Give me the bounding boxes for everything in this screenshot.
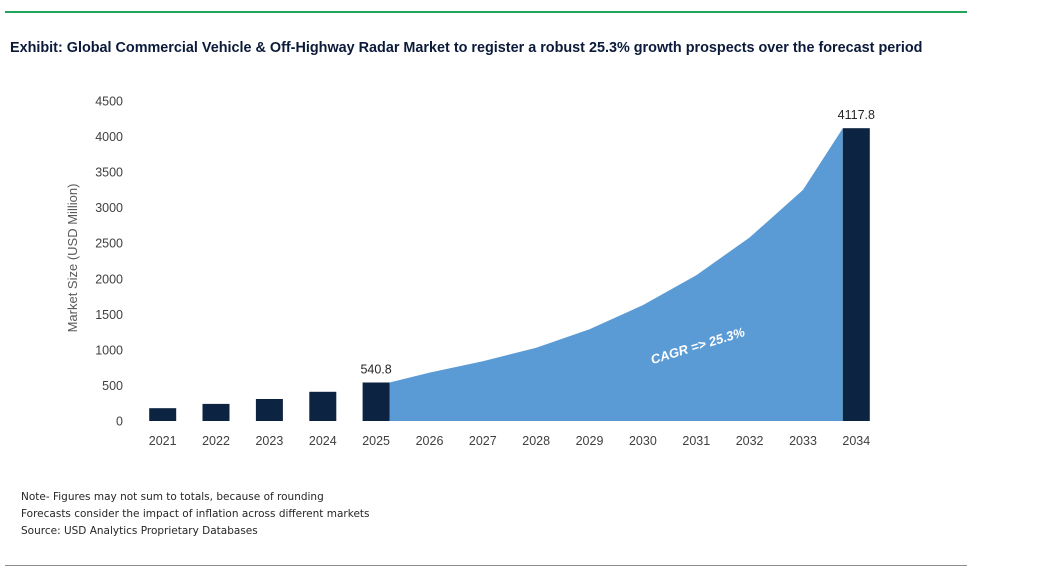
bar-2021 xyxy=(149,408,177,421)
bar-2025 xyxy=(362,382,390,421)
note-source: Source: USD Analytics Proprietary Databa… xyxy=(21,525,258,537)
y-tick-label: 1500 xyxy=(95,308,123,322)
top-rule xyxy=(5,11,967,13)
y-tick-label: 3000 xyxy=(95,201,123,215)
chart-title: Exhibit: Global Commercial Vehicle & Off… xyxy=(10,40,923,56)
x-tick-label-2034: 2034 xyxy=(842,434,870,448)
chart: 0 500 1000 1500 2000 2500 3000 3500 4000 4500 202… xyxy=(65,95,875,449)
data-label-2025: 540.8 xyxy=(360,363,391,377)
x-tick-label-2021: 2021 xyxy=(149,434,177,448)
x-tick-label-2030: 2030 xyxy=(629,434,657,448)
note-inflation: Forecasts consider the impact of inflati… xyxy=(21,508,370,520)
forecast-area-layer xyxy=(389,128,843,421)
y-tick-label: 0 xyxy=(116,415,123,429)
x-tick-label-2026: 2026 xyxy=(416,434,444,448)
y-axis-ticks: 0 500 1000 1500 2000 2500 3000 3500 4000 4500 xyxy=(95,95,123,429)
bar-layer xyxy=(149,128,870,421)
x-tick-label-2031: 2031 xyxy=(682,434,710,448)
data-label-2034: 4117.8 xyxy=(838,108,875,122)
y-tick-label: 4500 xyxy=(95,95,123,109)
x-tick-label-2022: 2022 xyxy=(202,434,230,448)
bar-2022 xyxy=(202,403,230,421)
y-tick-label: 2000 xyxy=(95,272,123,286)
bar-2034 xyxy=(842,128,870,421)
x-tick-label-2023: 2023 xyxy=(255,434,283,448)
x-tick-label-2024: 2024 xyxy=(309,434,337,448)
notes-block: Note- Figures may not sum to totals, bec… xyxy=(21,489,370,540)
y-tick-label: 4000 xyxy=(95,130,123,144)
x-axis-ticks: 2021 2022 2023 2024 2025 2026 2027 2028 2029 2030… xyxy=(149,434,870,448)
x-tick-label-2033: 2033 xyxy=(789,434,817,448)
y-tick-label: 3500 xyxy=(95,166,123,180)
x-tick-label-2029: 2029 xyxy=(576,434,604,448)
x-tick-label-2032: 2032 xyxy=(736,434,764,448)
bar-2023 xyxy=(255,399,283,421)
y-axis-label: Market Size (USD Million) xyxy=(65,184,80,333)
x-tick-label-2028: 2028 xyxy=(522,434,550,448)
y-tick-label: 500 xyxy=(102,379,123,393)
bar-2024 xyxy=(309,391,337,421)
bottom-rule xyxy=(5,565,967,566)
x-tick-label-2025: 2025 xyxy=(362,434,390,448)
y-tick-label: 1000 xyxy=(95,343,123,357)
note-rounding: Note- Figures may not sum to totals, bec… xyxy=(21,491,324,503)
y-tick-label: 2500 xyxy=(95,237,123,251)
x-tick-label-2027: 2027 xyxy=(469,434,497,448)
data-labels: 540.8 4117.8 xyxy=(360,108,875,376)
forecast-area xyxy=(389,128,843,421)
